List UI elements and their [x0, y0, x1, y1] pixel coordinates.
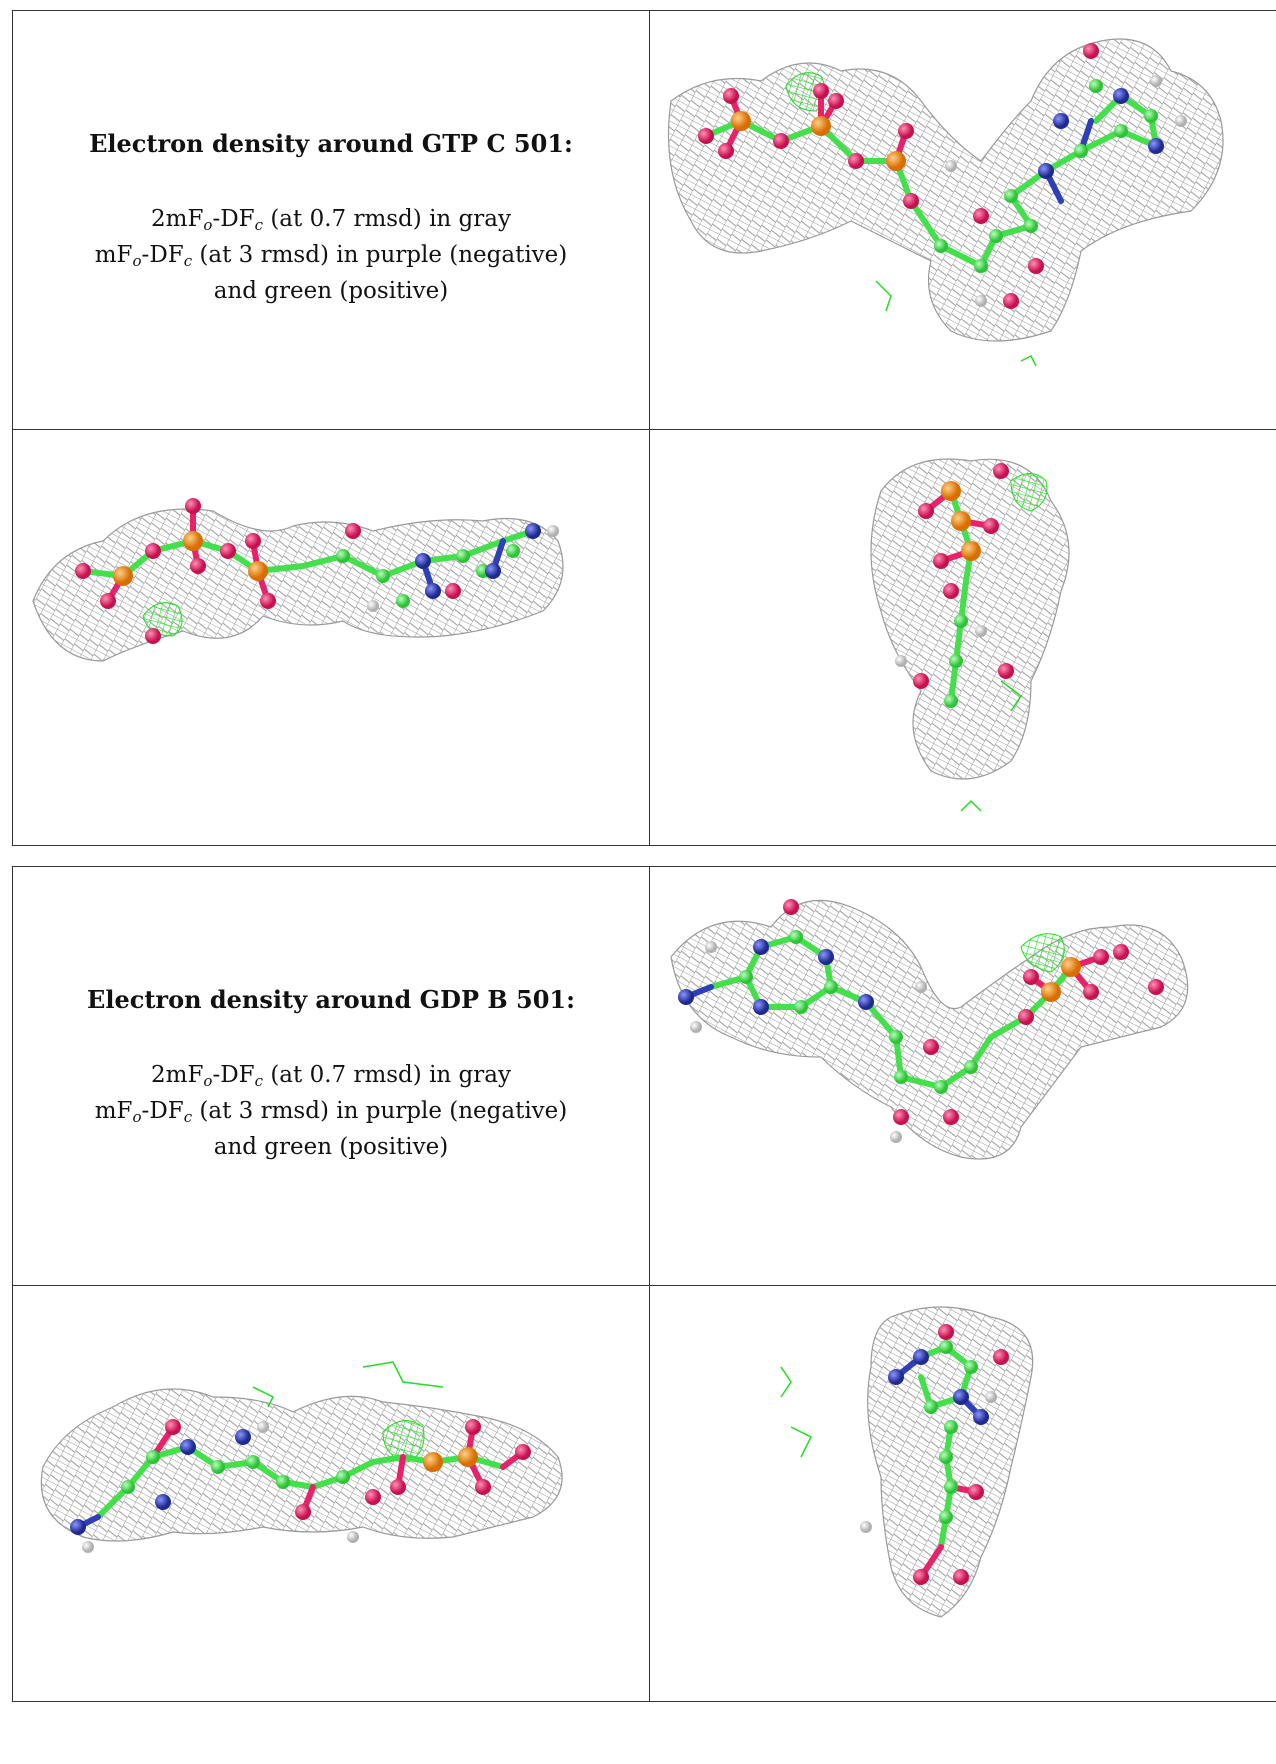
molecule-render — [780, 1306, 1034, 1618]
panel-title: Electron density around GDP B 501: — [87, 985, 575, 1014]
gtp-density-view-side — [13, 431, 649, 845]
description-line-1: 2mFo-DFc (at 0.7 rmsd) in gray — [151, 206, 511, 234]
atoms — [70, 1419, 531, 1553]
molecule-render — [667, 38, 1224, 367]
positive-density-blob — [1020, 933, 1065, 973]
map-description: 2mFo-DFc (at 0.7 rmsd) in gray mFo-DFc (… — [13, 1057, 649, 1165]
density-mesh — [870, 458, 1070, 780]
stray-density-fragment — [252, 1361, 444, 1408]
gdp-density-panel: Electron density around GDP B 501: 2mFo-… — [12, 866, 1276, 1702]
gtp-density-panel: Electron density around GTP C 501: 2mFo-… — [12, 10, 1276, 846]
column-divider — [649, 11, 650, 845]
stray-density-fragment — [780, 1366, 813, 1458]
atoms — [75, 498, 559, 644]
description-line-1: 2mFo-DFc (at 0.7 rmsd) in gray — [151, 1062, 511, 1090]
positive-density-blob — [1010, 473, 1048, 512]
row-divider — [13, 1285, 1276, 1286]
atoms — [860, 1324, 1009, 1585]
gdp-density-view-side — [13, 1287, 649, 1701]
map-description: 2mFo-DFc (at 0.7 rmsd) in gray mFo-DFc (… — [13, 201, 649, 309]
molecule-render — [670, 899, 1189, 1160]
molecule-render — [40, 1361, 563, 1553]
gtp-density-view-end — [651, 431, 1276, 845]
description-line-3: and green (positive) — [213, 278, 449, 304]
gdp-density-view-front — [651, 867, 1276, 1285]
description-line-2: mFo-DFc (at 3 rmsd) in purple (negative) — [94, 242, 568, 270]
description-line-3: and green (positive) — [213, 1134, 449, 1160]
panel-title: Electron density around GTP C 501: — [89, 129, 573, 158]
gtp-density-view-front — [651, 11, 1276, 429]
atoms — [698, 43, 1187, 309]
density-mesh — [32, 508, 564, 662]
atoms — [895, 463, 1014, 708]
gdp-density-view-end — [651, 1287, 1276, 1701]
stray-density-fragment — [875, 280, 1037, 367]
molecule-render — [870, 458, 1070, 812]
density-mesh — [670, 899, 1189, 1160]
density-mesh — [667, 38, 1224, 342]
gtp-caption-cell: Electron density around GTP C 501: 2mFo-… — [13, 11, 649, 429]
gdp-caption-cell: Electron density around GDP B 501: 2mFo-… — [13, 867, 649, 1285]
row-divider — [13, 429, 1276, 430]
atoms — [678, 899, 1164, 1143]
positive-density-blob — [382, 1420, 425, 1463]
column-divider — [649, 867, 650, 1701]
molecule-render — [32, 498, 564, 662]
description-line-2: mFo-DFc (at 3 rmsd) in purple (negative) — [94, 1098, 568, 1126]
stray-density-fragment — [960, 680, 1023, 812]
